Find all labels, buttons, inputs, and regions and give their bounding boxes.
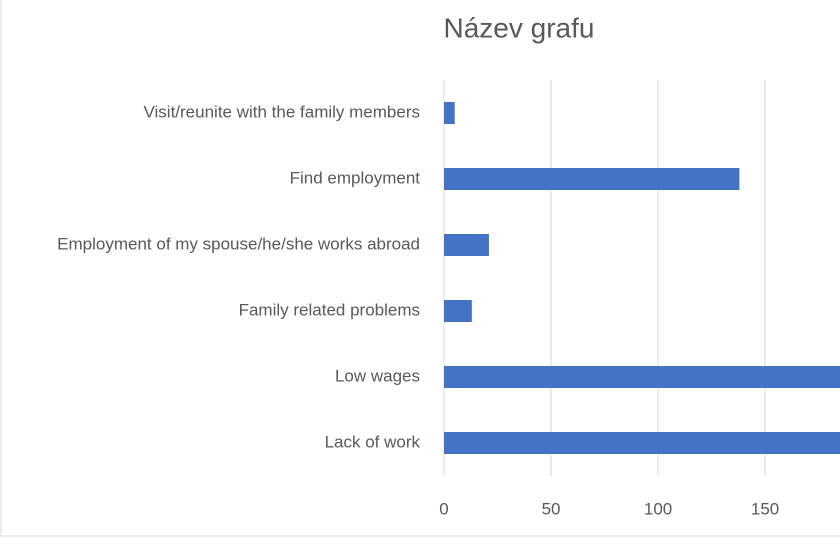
bar xyxy=(444,234,489,256)
x-tick-label: 50 xyxy=(542,499,561,518)
bar xyxy=(444,168,740,190)
y-tick-label: Family related problems xyxy=(239,300,420,319)
y-tick-label: Low wages xyxy=(335,366,420,385)
bar xyxy=(444,300,472,322)
x-tick-label: 100 xyxy=(644,499,672,518)
x-tick-label: 0 xyxy=(439,499,448,518)
y-tick-label: Employment of my spouse/he/she works abr… xyxy=(57,234,420,253)
y-tick-label: Visit/reunite with the family members xyxy=(143,102,420,121)
bar xyxy=(444,366,840,388)
bar xyxy=(444,102,455,124)
y-tick-label: Find employment xyxy=(290,168,421,187)
y-tick-label: Lack of work xyxy=(325,432,421,451)
x-tick-label: 150 xyxy=(751,499,779,518)
bar xyxy=(444,432,840,454)
chart-title: Název grafu xyxy=(444,12,595,43)
